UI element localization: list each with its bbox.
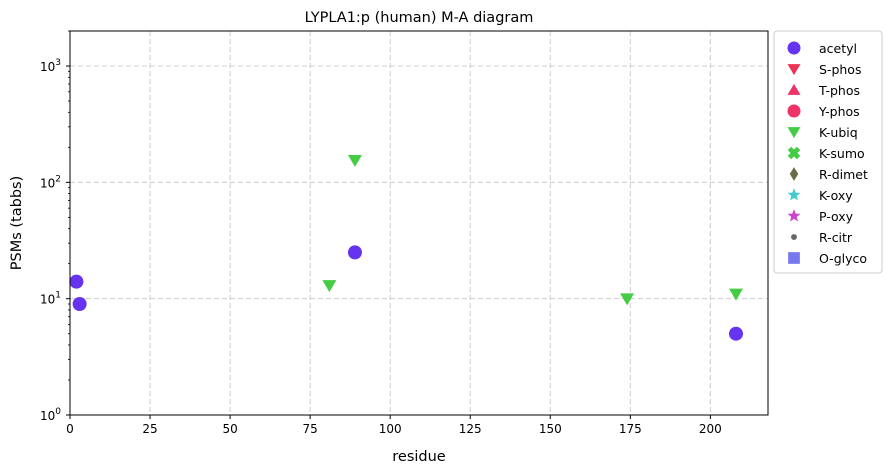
data-points	[69, 154, 743, 341]
legend-label-T-phos: T-phos	[818, 83, 860, 98]
x-axis: 0 25 50 75 100 125 150 175 200	[66, 415, 722, 436]
grid-lines	[69, 31, 768, 416]
legend-label-Y-phos: Y-phos	[818, 104, 860, 119]
legend-label-O-glyco: O-glyco	[819, 251, 867, 266]
plot-frame	[69, 30, 769, 416]
legend-marker-acetyl	[787, 41, 801, 55]
legend-label-K-sumo: K-sumo	[819, 146, 865, 161]
legend-label-S-phos: S-phos	[819, 62, 861, 77]
legend-label-P-oxy: P-oxy	[819, 209, 854, 224]
K-ubiq-point	[322, 280, 337, 293]
x-tick-label: 150	[539, 422, 562, 436]
K-ubiq-point	[347, 154, 362, 167]
legend-marker-S-phos	[787, 64, 801, 76]
y-axis-label: PSMs (tabbs)	[9, 176, 25, 270]
y-tick-base: 10	[40, 409, 55, 423]
x-tick-label: 100	[379, 422, 402, 436]
y-tick-label: 101	[40, 291, 61, 307]
acetyl-point	[69, 274, 84, 289]
y-tick-exponent: 0	[55, 407, 61, 417]
legend-label-acetyl: acetyl	[819, 41, 857, 56]
legend-marker-O-glyco	[788, 252, 800, 264]
legend-marker-R-dimet	[789, 167, 799, 181]
x-tick-label: 0	[66, 422, 74, 436]
legend-marker-K-oxy	[787, 188, 801, 201]
legend-marker-K-sumo	[787, 146, 801, 160]
x-tick-label: 75	[302, 422, 317, 436]
legend-label-R-dimet: R-dimet	[819, 167, 868, 182]
legend-label-K-oxy: K-oxy	[819, 188, 853, 203]
y-tick-base: 10	[40, 60, 55, 74]
y-tick-base: 10	[40, 293, 55, 307]
K-ubiq-point	[620, 293, 635, 306]
y-tick-exponent: 2	[55, 174, 61, 184]
legend-marker-T-phos	[787, 83, 801, 95]
legend-marker-Y-phos	[787, 104, 801, 118]
y-tick-label: 102	[40, 174, 61, 190]
y-tick-exponent: 1	[55, 291, 61, 301]
y-tick-label: 100	[40, 407, 61, 423]
chart-title: LYPLA1:p (human) M-A diagram	[305, 10, 534, 26]
x-tick-label: 175	[619, 422, 642, 436]
legend-label-R-citr: R-citr	[819, 230, 853, 245]
legend-marker-K-ubiq	[787, 127, 801, 139]
legend-marker-P-oxy	[787, 209, 801, 222]
y-tick-label: 103	[40, 58, 61, 74]
x-tick-label: 200	[699, 422, 722, 436]
acetyl-point	[728, 326, 743, 341]
legend-marker-R-citr	[791, 234, 797, 240]
y-tick-base: 10	[40, 176, 55, 190]
y-tick-exponent: 3	[55, 58, 61, 68]
x-axis-label: residue	[392, 449, 446, 465]
x-tick-label: 25	[142, 422, 157, 436]
legend-frame	[773, 30, 883, 274]
x-tick-label: 50	[222, 422, 237, 436]
x-tick-label: 125	[459, 422, 482, 436]
K-ubiq-point	[728, 288, 743, 301]
legend-label-K-ubiq: K-ubiq	[819, 125, 858, 140]
acetyl-point	[72, 296, 87, 311]
acetyl-point	[347, 245, 362, 260]
legend: acetyl S-phos T-phos Y-phos K-ubiq K-sumo R-di…	[773, 30, 883, 274]
